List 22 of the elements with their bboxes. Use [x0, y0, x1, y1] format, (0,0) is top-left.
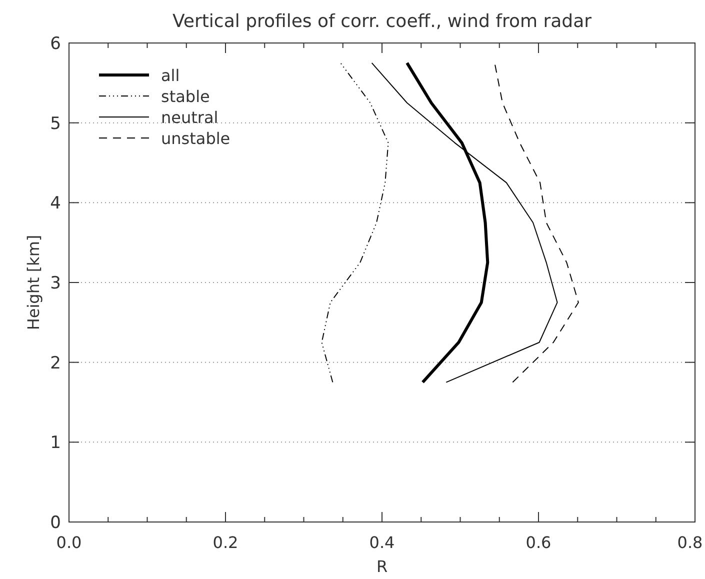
x-tick-label: 0.0	[56, 533, 82, 552]
x-tick-label: 0.2	[212, 533, 238, 552]
y-tick-label: 3	[50, 274, 61, 294]
y-tick-label: 2	[50, 353, 61, 374]
legend-label: unstable	[161, 129, 230, 148]
y-tick-label: 1	[50, 433, 61, 454]
x-tick-label: 0.4	[369, 533, 395, 552]
legend-label: neutral	[161, 108, 218, 127]
y-tick-label: 6	[50, 34, 61, 54]
y-axis-title: Height [km]	[24, 234, 43, 330]
line-series	[494, 62, 579, 383]
legend-label: all	[161, 66, 180, 85]
y-tick-label: 0	[50, 513, 61, 533]
x-tick-label: 0.8	[677, 533, 703, 552]
line-series	[371, 62, 558, 383]
line-series	[321, 62, 389, 383]
legend-label: stable	[161, 87, 210, 106]
x-axis-title: R	[376, 557, 388, 576]
y-tick-label: 4	[50, 194, 61, 214]
chart-title: Vertical profiles of corr. coeff., wind from radar	[172, 11, 592, 32]
y-tick-label: 5	[50, 114, 61, 134]
x-tick-label: 0.6	[526, 533, 552, 552]
